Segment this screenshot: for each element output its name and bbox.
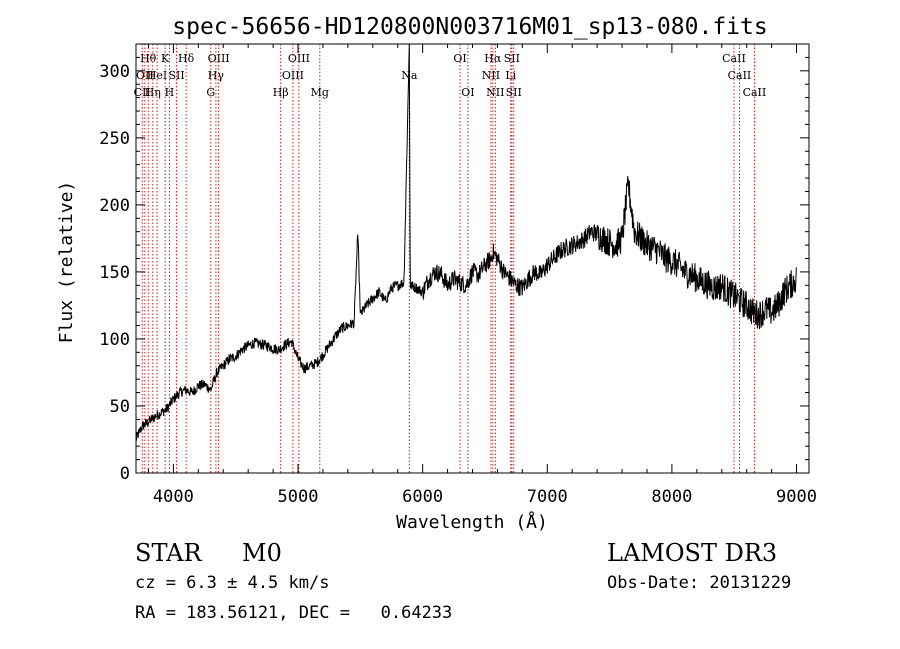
line-marker-label: Hθ [140, 52, 157, 65]
object-class: STAR [135, 539, 202, 567]
line-marker-label: Hη [145, 86, 161, 99]
survey-name: LAMOST DR3 [607, 539, 778, 567]
y-tick-label: 300 [99, 62, 130, 82]
line-markers: CII OII Hθ Hη HeI K H SII Hδ G Hγ OIII Hβ OIII OIII Mg N… [134, 44, 767, 473]
y-tick-label: 250 [99, 129, 130, 149]
coordinates-value: RA = 183.56121, DEC = 0.64233 [135, 603, 453, 623]
line-marker-label: SII [504, 52, 520, 65]
line-marker-label: HeI [147, 69, 167, 82]
spectrum-line [135, 43, 797, 441]
x-tick-label: 6000 [402, 487, 443, 507]
line-marker-label: OIII [288, 52, 310, 65]
line-marker-label: OI [461, 86, 474, 99]
x-axis-label: Wavelength (Å) [396, 511, 548, 533]
x-tick-label: 7000 [527, 487, 568, 507]
line-marker-label: Hγ [208, 69, 225, 82]
line-marker-label: Hβ [273, 86, 289, 99]
x-tick-label: 4000 [153, 487, 194, 507]
line-marker-label: NII [482, 69, 500, 82]
line-marker-label: OIII [282, 69, 304, 82]
line-marker-label: CII [134, 86, 151, 99]
y-axis-label: Flux (relative) [56, 181, 77, 344]
axis-ticks: 4000 5000 6000 7000 8000 9000 0 50 100 150 200 250 3… [99, 44, 817, 507]
line-marker-label: NII [486, 86, 504, 99]
y-tick-label: 100 [99, 330, 130, 350]
x-tick-label: 5000 [278, 487, 319, 507]
line-marker-label: K [161, 52, 170, 65]
line-marker-label: Hα [484, 52, 502, 65]
line-marker-label: CaII [743, 86, 767, 99]
line-marker-label: SII [506, 86, 522, 99]
line-marker-label: OI [453, 52, 466, 65]
redshift-value: cz = 6.3 ± 4.5 km/s [135, 573, 330, 593]
spectrum-series [135, 43, 797, 441]
line-marker-label: SII [169, 69, 185, 82]
plot-frame [135, 43, 810, 474]
y-tick-label: 50 [110, 397, 130, 417]
x-tick-label: 9000 [776, 487, 817, 507]
y-tick-label: 200 [99, 196, 130, 216]
observation-date: Obs-Date: 20131229 [607, 573, 792, 593]
line-marker-label: OIII [208, 52, 230, 65]
y-tick-label: 150 [99, 263, 130, 283]
line-marker-label: G [206, 86, 215, 99]
chart-title: spec-56656-HD120800N003716M01_sp13-080.f… [172, 14, 767, 40]
line-marker-label: Mg [311, 86, 329, 99]
line-marker-label: CaII [722, 52, 746, 65]
y-tick-label: 0 [120, 464, 130, 484]
line-marker-label: CaII [728, 69, 752, 82]
line-marker-label: OII [136, 69, 154, 82]
line-marker-label: Li [505, 69, 516, 82]
line-marker-label: H [165, 86, 175, 99]
line-marker-label: Hδ [178, 52, 195, 65]
x-tick-label: 8000 [651, 487, 692, 507]
object-subclass: M0 [242, 539, 282, 567]
